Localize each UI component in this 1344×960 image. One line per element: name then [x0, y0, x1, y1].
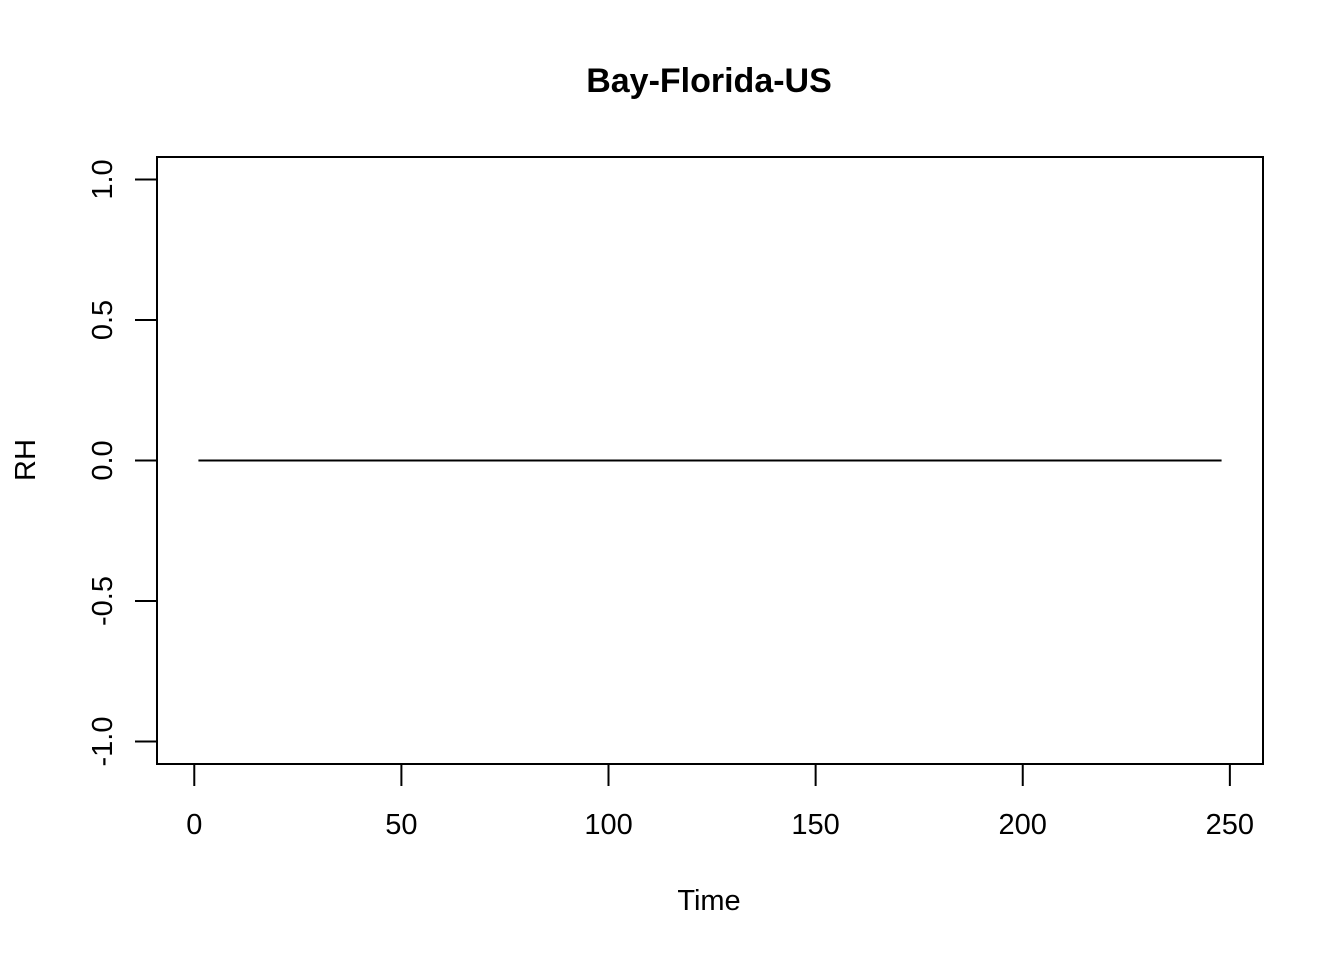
x-axis: 0 50 100 150 200 250	[186, 763, 1254, 841]
x-tick-label: 250	[1206, 809, 1254, 841]
y-tick-label: 1.0	[87, 159, 119, 199]
y-axis: -1.0 -0.5 0.0 0.5 1.0	[87, 159, 158, 767]
x-tick-label: 100	[584, 809, 632, 841]
y-tick-label: 0.5	[87, 300, 119, 340]
x-axis-title: Time	[677, 885, 740, 917]
y-tick-label: -1.0	[87, 717, 119, 767]
y-axis-title: RH	[10, 439, 42, 481]
x-tick-label: 200	[999, 809, 1047, 841]
x-tick-label: 0	[186, 809, 202, 841]
x-tick-label: 50	[385, 809, 417, 841]
y-tick-label: 0.0	[87, 440, 119, 480]
chart-title: Bay-Florida-US	[586, 62, 832, 100]
y-tick-label: -0.5	[87, 576, 119, 626]
x-tick-label: 150	[791, 809, 839, 841]
